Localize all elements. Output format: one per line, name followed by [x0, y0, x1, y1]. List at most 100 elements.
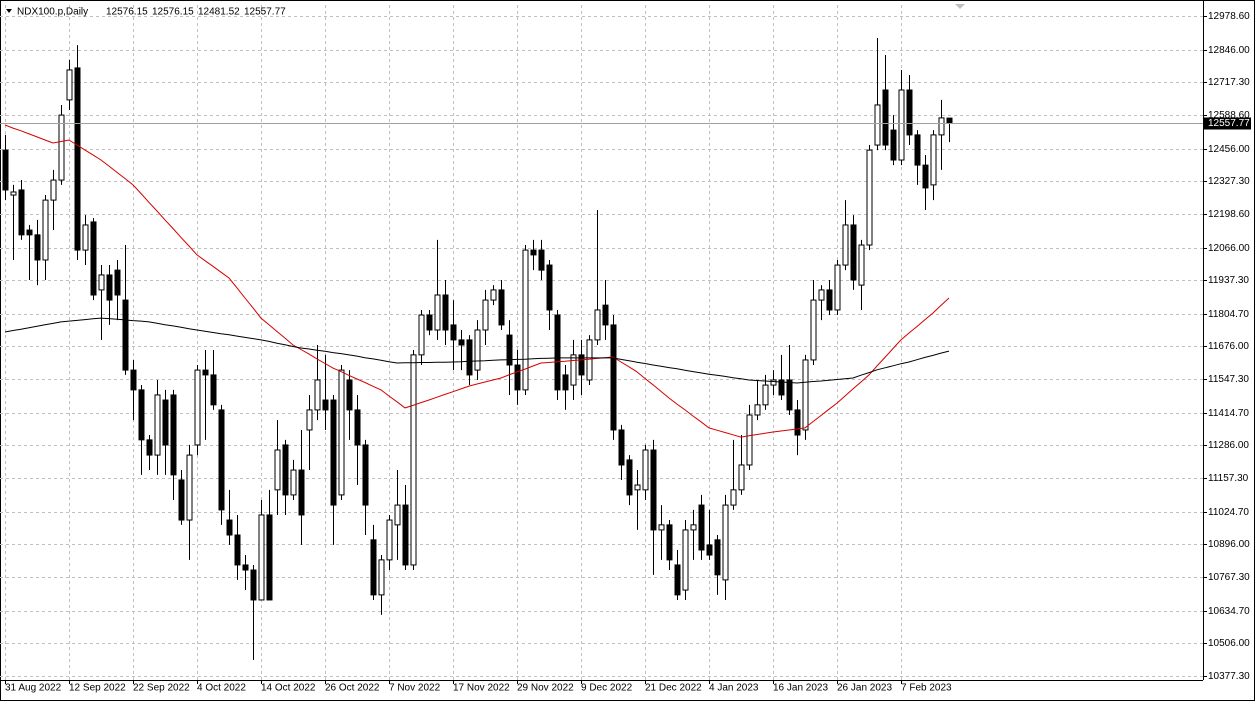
candle-body: [922, 164, 929, 189]
y-tick-label: 11804.70: [1208, 309, 1249, 320]
candle-body: [570, 354, 577, 386]
candle-body: [458, 339, 465, 346]
candle-body: [642, 449, 649, 491]
y-tick-label: 10767.30: [1208, 572, 1250, 583]
candle-body: [66, 69, 73, 101]
candle-body: [618, 429, 625, 466]
candle-body: [818, 289, 825, 301]
candle-body: [658, 524, 665, 531]
candle-body: [906, 89, 913, 136]
header-high: 12576.15: [152, 7, 194, 18]
candle-body: [946, 117, 953, 124]
candle-body: [890, 129, 897, 161]
candle-body: [506, 334, 513, 366]
candle-body: [466, 339, 473, 376]
candle-body: [162, 399, 169, 446]
candle-body: [882, 89, 889, 146]
candle-body: [82, 224, 89, 251]
candle-body: [634, 484, 641, 491]
candle-body: [58, 114, 65, 181]
moving-average: [4, 317, 950, 384]
y-tick-label: 10634.70: [1208, 606, 1250, 617]
candle-body: [842, 224, 849, 266]
candle-body: [850, 224, 857, 281]
candle-body: [10, 191, 17, 196]
candle-body: [522, 249, 529, 391]
candle-body: [202, 369, 209, 376]
candle-body: [130, 369, 137, 391]
candle-body: [266, 514, 273, 601]
candle-body: [626, 459, 633, 496]
candle-body: [106, 274, 113, 301]
candle-body: [610, 324, 617, 431]
candle-body: [354, 409, 361, 446]
candle-body: [562, 374, 569, 391]
candle-body: [146, 439, 153, 456]
y-tick-label: 11937.30: [1208, 275, 1249, 286]
candle-body: [650, 449, 657, 531]
candle-body: [290, 469, 297, 496]
candle-body: [754, 404, 761, 416]
candle-body: [594, 309, 601, 341]
current-price-label: 12557.77: [1208, 118, 1250, 129]
candle-body: [474, 329, 481, 371]
candle-body: [666, 524, 673, 561]
candle-body: [234, 534, 241, 566]
candle-body: [338, 369, 345, 496]
candle-body: [442, 294, 449, 331]
x-tick-label: 26 Oct 2022: [325, 683, 380, 694]
candle-body: [250, 569, 257, 601]
current-price-box: [1204, 117, 1251, 130]
candle-body: [282, 444, 289, 496]
candle-body: [554, 314, 561, 391]
y-tick-label: 12588.60: [1208, 110, 1250, 121]
candle-body: [394, 504, 401, 526]
moving-average: [4, 124, 950, 438]
candle-body: [170, 394, 177, 476]
candle-body: [242, 564, 249, 571]
candle-body: [858, 244, 865, 286]
candle-body: [746, 414, 753, 466]
candle-body: [378, 559, 385, 596]
candle-body: [498, 289, 505, 326]
candle-body: [434, 294, 441, 331]
menu-arrow[interactable]: [6, 9, 12, 13]
candle-body: [386, 519, 393, 561]
x-tick-label: 4 Jan 2023: [709, 683, 759, 694]
candle-body: [682, 529, 689, 591]
candle-body: [762, 384, 769, 406]
candle-body: [18, 189, 25, 236]
candle-body: [706, 544, 713, 556]
candle-body: [514, 364, 521, 391]
candle-body: [802, 359, 809, 431]
header-close: 12557.77: [244, 7, 286, 18]
candle-body: [426, 314, 433, 331]
candle-body: [578, 354, 585, 376]
candle-body: [298, 469, 305, 516]
candle-body: [194, 369, 201, 446]
y-tick-label: 12327.30: [1208, 176, 1250, 187]
candle-body: [738, 464, 745, 491]
x-tick-label: 29 Nov 2022: [517, 683, 574, 694]
y-tick-label: 10506.00: [1208, 638, 1250, 649]
x-tick-label: 7 Nov 2022: [389, 683, 441, 694]
y-tick-label: 11547.30: [1208, 374, 1249, 385]
x-tick-label: 9 Dec 2022: [581, 683, 633, 694]
candle-body: [810, 299, 817, 361]
x-tick-label: 16 Jan 2023: [773, 683, 828, 694]
y-tick-label: 12456.00: [1208, 144, 1250, 155]
candle-body: [450, 324, 457, 341]
candle-body: [210, 374, 217, 406]
candle-body: [330, 399, 337, 506]
candle-body: [178, 479, 185, 521]
x-tick-label: 7 Feb 2023: [901, 683, 952, 694]
y-tick-label: 12717.30: [1208, 77, 1250, 88]
candle-body: [794, 409, 801, 436]
x-tick-label: 21 Dec 2022: [645, 683, 702, 694]
candle-body: [274, 449, 281, 491]
candle-body: [98, 274, 105, 291]
plot: [0, 37, 1203, 660]
candle-body: [362, 444, 369, 506]
candle-body: [74, 67, 81, 251]
